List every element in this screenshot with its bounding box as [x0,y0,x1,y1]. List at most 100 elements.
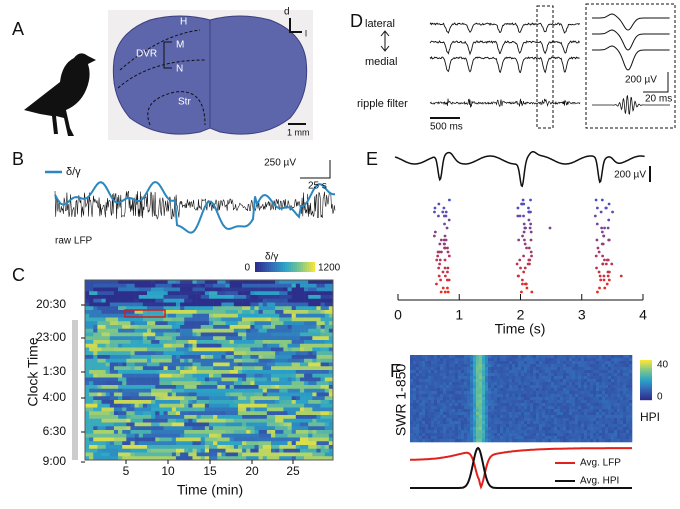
heatmap-cell [575,376,579,380]
heatmap-cell [159,415,164,420]
colorbar-cell [263,262,266,272]
heatmap-cell [85,295,90,300]
heatmap-cell [85,411,90,416]
heatmap-cell [163,415,168,420]
heatmap-cell [105,403,111,408]
heatmap-cell [266,321,272,326]
heatmap-cell [581,385,585,389]
legend-text: δ/γ [66,166,81,178]
heatmap-cell [593,382,597,386]
spike [600,226,604,230]
heatmap-cell [283,332,288,337]
heatmap-cell [431,394,435,398]
heatmap-cell [246,328,251,333]
heatmap-cell [279,302,284,307]
heatmap-cell [455,409,459,413]
heatmap-cell [626,379,630,383]
heatmap-cell [593,406,597,410]
heatmap-cell [155,433,160,438]
heatmap-cell [428,427,432,431]
heatmap-cell [518,382,522,386]
heatmap-cell [151,336,156,341]
heatmap-cell [470,364,474,368]
heatmap-cell [527,376,531,380]
heatmap-cell [304,355,309,360]
heatmap-cell [101,448,106,453]
heatmap-cell [324,430,330,435]
heatmap-cell [97,385,102,390]
heatmap-cell [254,302,259,307]
heatmap-cell [578,400,582,404]
heatmap-cell [209,332,214,337]
heatmap-cell [291,295,297,300]
heatmap-cell [494,382,498,386]
heatmap-cell [620,385,624,389]
heatmap-cell [217,370,222,375]
heatmap-cell [413,382,417,386]
heatmap-cell [449,358,453,362]
heatmap-cell [271,343,276,348]
heatmap-cell [617,379,621,383]
heatmap-cell [324,358,330,363]
heatmap-cell [85,437,90,442]
heatmap-cell [118,403,123,408]
heatmap-cell [155,283,160,288]
heatmap-cell [506,358,510,362]
heatmap-cell [118,351,123,356]
heatmap-cell [225,418,230,423]
heatmap-cell [233,347,239,352]
heatmap-cell [506,391,510,395]
heatmap-cell [130,291,135,296]
heatmap-cell [171,332,177,337]
heatmap-cell [575,403,579,407]
heatmap-cell [233,400,239,405]
spike [444,210,448,214]
heatmap-cell [184,362,189,367]
heatmap-cell [134,298,140,303]
heatmap-cell [320,287,326,292]
heatmap-cell [254,422,259,427]
heatmap-cell [221,415,226,420]
heatmap-cell [151,291,156,296]
heatmap-cell [482,412,486,416]
heatmap-cell [184,313,189,318]
heatmap-cell [237,373,243,378]
heatmap-cell [572,367,576,371]
heatmap-cell [328,295,334,300]
heatmap-cell [209,321,214,326]
heatmap-cell [437,397,441,401]
heatmap-cell [295,456,301,461]
heatmap-cell [250,445,255,450]
heatmap-cell [530,409,534,413]
heatmap-cell [536,358,540,362]
heatmap-cell [416,376,420,380]
heatmap-cell [476,427,480,431]
heatmap-cell [204,388,210,393]
heatmap-cell [147,310,152,315]
heatmap-cell [437,382,441,386]
heatmap-cell [437,394,441,398]
heatmap-cell [596,403,600,407]
heatmap-cell [89,336,94,341]
heatmap-cell [122,332,127,337]
heatmap-cell [509,358,513,362]
heatmap-cell [221,325,226,330]
heatmap-cell [283,291,288,296]
heatmap-cell [545,388,549,392]
heatmap-cell [623,355,627,359]
heatmap-cell [479,388,483,392]
heatmap-cell [602,364,606,368]
heatmap-cell [138,298,144,303]
heatmap-cell [233,426,239,431]
heatmap-cell [569,391,573,395]
heatmap-cell [225,411,230,416]
spike [594,254,598,258]
heatmap-cell [122,430,127,435]
heatmap-cell [213,358,218,363]
heatmap-cell [113,321,119,326]
heatmap-cell [175,340,181,345]
heatmap-cell [113,381,119,386]
heatmap-cell [569,403,573,407]
heatmap-cell [171,388,177,393]
heatmap-cell [548,376,552,380]
